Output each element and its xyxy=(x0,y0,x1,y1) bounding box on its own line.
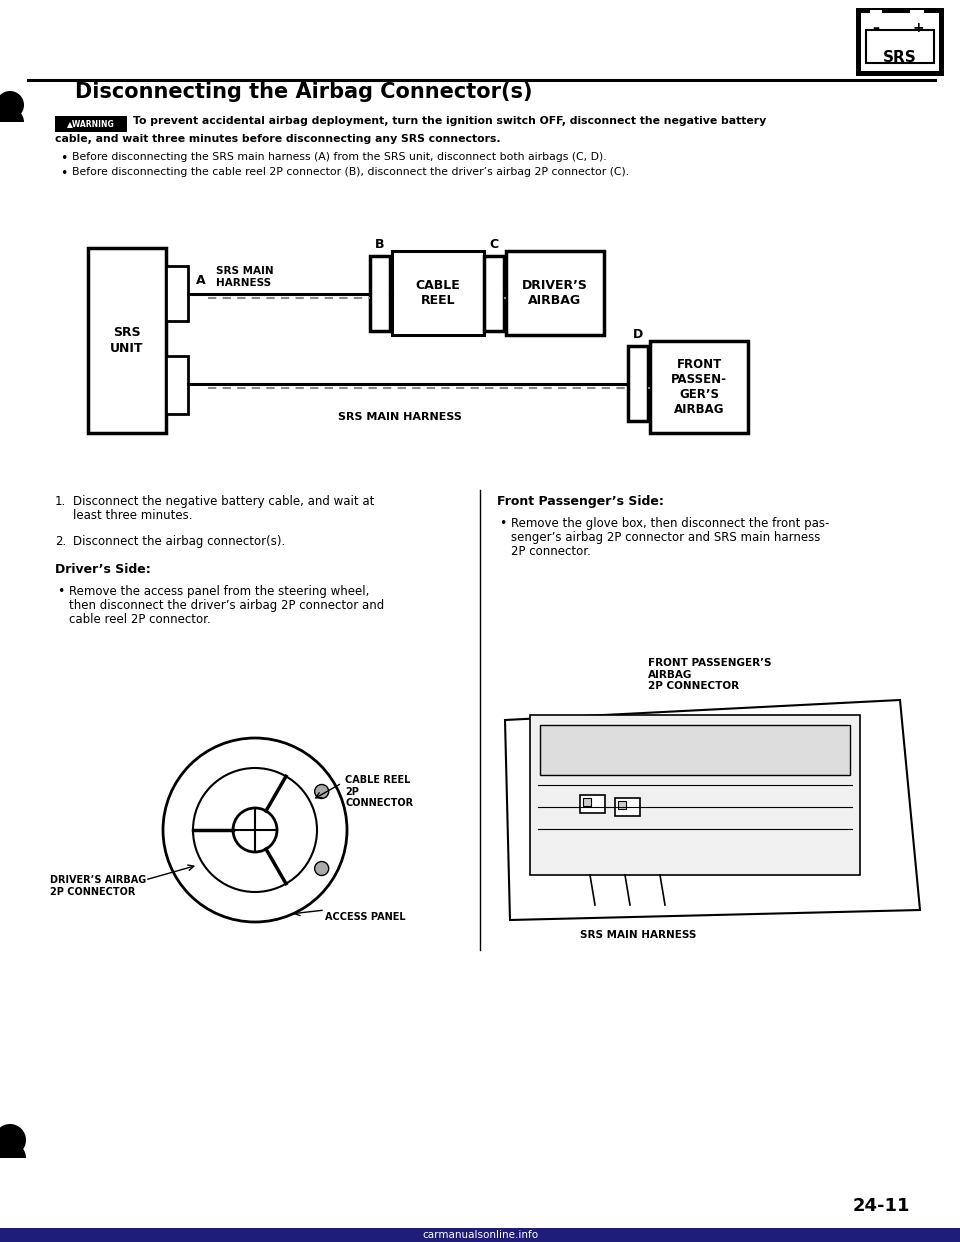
Text: Before disconnecting the SRS main harness (A) from the SRS unit, disconnect both: Before disconnecting the SRS main harnes… xyxy=(72,152,607,161)
Bar xyxy=(166,356,188,414)
Text: •: • xyxy=(499,517,506,530)
Text: B: B xyxy=(375,237,385,251)
Circle shape xyxy=(0,91,24,119)
Text: Disconnect the airbag connector(s).: Disconnect the airbag connector(s). xyxy=(73,535,285,548)
Text: •: • xyxy=(57,585,64,597)
Bar xyxy=(615,799,640,816)
Bar xyxy=(540,725,850,775)
Bar xyxy=(650,342,748,433)
Text: 2P connector.: 2P connector. xyxy=(511,545,590,558)
Text: –: – xyxy=(873,21,879,35)
Bar xyxy=(870,10,882,17)
Bar xyxy=(530,715,860,876)
Bar xyxy=(506,251,604,335)
Text: +: + xyxy=(912,21,924,35)
Text: 1.: 1. xyxy=(55,496,66,508)
Bar xyxy=(580,795,605,814)
Text: senger’s airbag 2P connector and SRS main harness: senger’s airbag 2P connector and SRS mai… xyxy=(511,532,821,544)
Text: FRONT
PASSEN-
GER’S
AIRBAG: FRONT PASSEN- GER’S AIRBAG xyxy=(671,358,727,416)
Bar xyxy=(618,801,626,809)
Text: cable reel 2P connector.: cable reel 2P connector. xyxy=(69,614,211,626)
Text: D: D xyxy=(633,328,643,340)
Text: 2.: 2. xyxy=(55,535,66,548)
Bar xyxy=(910,10,924,17)
Wedge shape xyxy=(0,1141,26,1158)
Text: SRS
UNIT: SRS UNIT xyxy=(110,327,144,354)
Text: SRS MAIN HARNESS: SRS MAIN HARNESS xyxy=(338,412,462,422)
Text: •: • xyxy=(60,152,67,165)
Bar xyxy=(370,256,390,332)
Bar xyxy=(856,7,944,76)
Bar xyxy=(861,12,939,71)
Bar xyxy=(583,799,591,806)
Circle shape xyxy=(0,1124,26,1156)
Text: DRIVER’S
AIRBAG: DRIVER’S AIRBAG xyxy=(522,279,588,307)
Text: 24-11: 24-11 xyxy=(852,1197,910,1215)
Bar xyxy=(628,347,648,421)
Bar xyxy=(0,1228,960,1242)
Circle shape xyxy=(315,785,328,799)
Wedge shape xyxy=(0,108,24,122)
Circle shape xyxy=(315,862,328,876)
Text: FRONT PASSENGER’S
AIRBAG
2P CONNECTOR: FRONT PASSENGER’S AIRBAG 2P CONNECTOR xyxy=(648,658,772,692)
Bar xyxy=(88,248,166,433)
Text: ▲WARNING: ▲WARNING xyxy=(67,119,115,128)
Text: SRS MAIN HARNESS: SRS MAIN HARNESS xyxy=(580,930,696,940)
Text: Disconnecting the Airbag Connector(s): Disconnecting the Airbag Connector(s) xyxy=(75,82,533,102)
Text: Disconnect the negative battery cable, and wait at: Disconnect the negative battery cable, a… xyxy=(73,496,374,508)
Text: SRS: SRS xyxy=(883,51,917,66)
Text: SRS MAIN
HARNESS: SRS MAIN HARNESS xyxy=(216,266,274,288)
Text: cable, and wait three minutes before disconnecting any SRS connectors.: cable, and wait three minutes before dis… xyxy=(55,134,500,144)
Text: ACCESS PANEL: ACCESS PANEL xyxy=(325,912,406,922)
Text: A: A xyxy=(196,274,205,287)
Text: CABLE
REEL: CABLE REEL xyxy=(416,279,461,307)
Text: Driver’s Side:: Driver’s Side: xyxy=(55,563,151,576)
Text: carmanualsonline.info: carmanualsonline.info xyxy=(422,1230,538,1240)
Text: C: C xyxy=(490,237,498,251)
Text: Remove the access panel from the steering wheel,: Remove the access panel from the steerin… xyxy=(69,585,370,597)
Bar xyxy=(484,256,504,332)
Bar xyxy=(166,266,188,320)
Text: CABLE REEL
2P
CONNECTOR: CABLE REEL 2P CONNECTOR xyxy=(345,775,413,809)
Bar xyxy=(866,30,934,63)
Text: then disconnect the driver’s airbag 2P connector and: then disconnect the driver’s airbag 2P c… xyxy=(69,599,384,612)
Text: DRIVER’S AIRBAG
2P CONNECTOR: DRIVER’S AIRBAG 2P CONNECTOR xyxy=(50,876,146,897)
Text: To prevent accidental airbag deployment, turn the ignition switch OFF, disconnec: To prevent accidental airbag deployment,… xyxy=(133,116,766,125)
Text: Front Passenger’s Side:: Front Passenger’s Side: xyxy=(497,496,664,508)
Text: least three minutes.: least three minutes. xyxy=(73,509,193,522)
Text: Before disconnecting the cable reel 2P connector (B), disconnect the driver’s ai: Before disconnecting the cable reel 2P c… xyxy=(72,166,629,178)
Bar xyxy=(392,251,484,335)
Text: •: • xyxy=(60,166,67,180)
Bar xyxy=(55,116,127,132)
Text: Remove the glove box, then disconnect the front pas-: Remove the glove box, then disconnect th… xyxy=(511,517,829,530)
